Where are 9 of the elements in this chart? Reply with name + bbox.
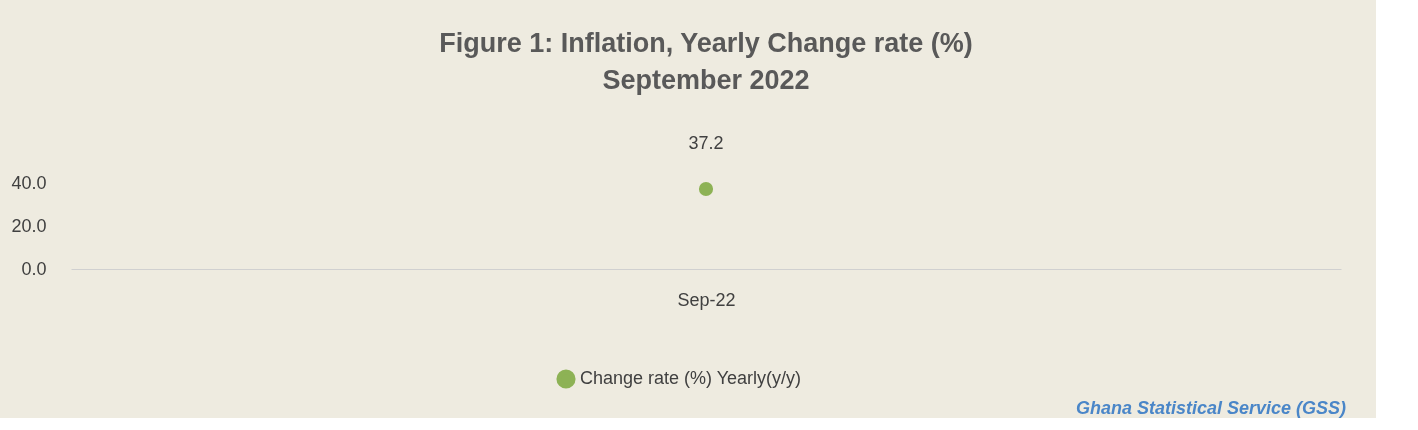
y-tick-label: 40.0	[11, 172, 47, 193]
text: Ghana Statistical Service (GSS)	[1075, 398, 1346, 418]
y-tick-label: 20.0	[11, 215, 47, 236]
x-tick-label: Sep-22	[677, 289, 736, 310]
chart-title: Figure 1: Inflation, Yearly Change rate (%)	[439, 28, 973, 59]
y-tick-label: 0.0	[21, 258, 47, 279]
legend-label: Change rate (%) Yearly(y/y)	[580, 368, 802, 388]
chart-subtitle: September 2022	[602, 65, 810, 96]
data-label: 37.2	[688, 133, 724, 154]
